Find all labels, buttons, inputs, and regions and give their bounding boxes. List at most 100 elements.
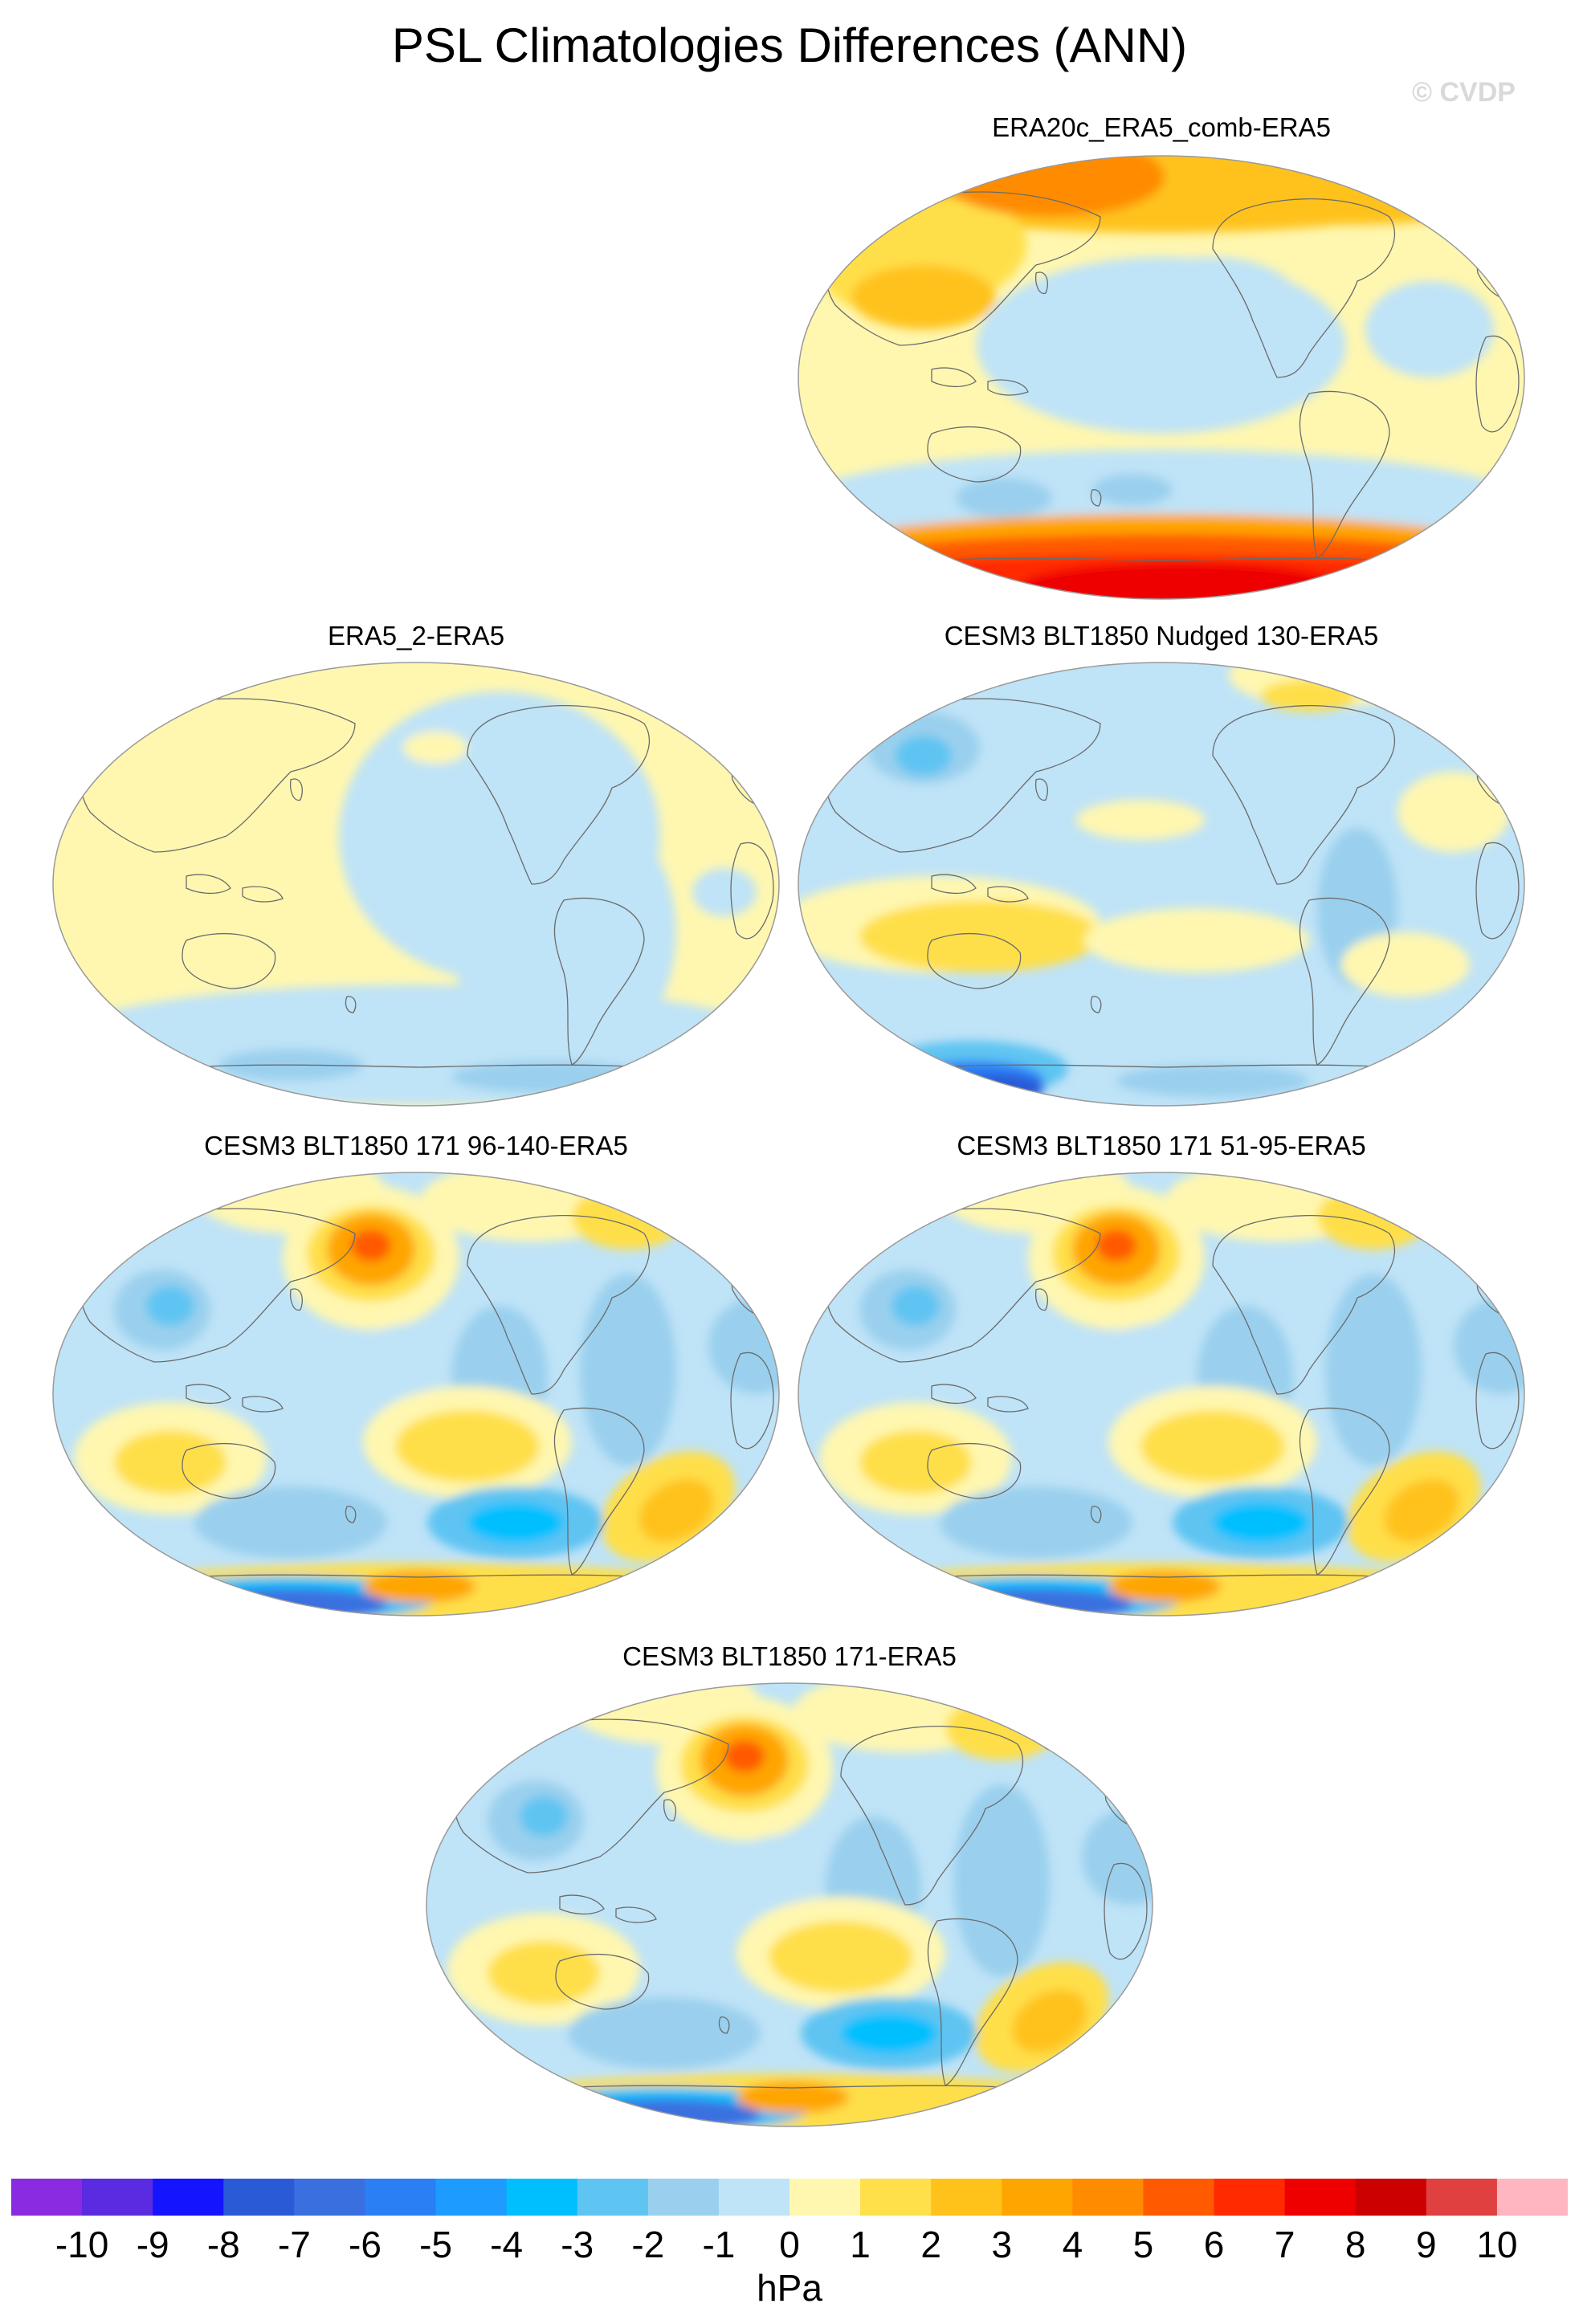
colorbar-tick-label: 1 (850, 2224, 871, 2265)
field-region (1084, 908, 1309, 972)
panel-title: ERA20c_ERA5_comb-ERA5 (992, 112, 1331, 142)
field-region (1317, 1185, 1430, 1250)
coastline (987, 379, 1029, 396)
field-region (351, 1229, 391, 1262)
map-run-171 (426, 1682, 1153, 2127)
coastline (927, 1918, 1018, 2086)
coastline (1475, 842, 1520, 940)
field-region (403, 732, 467, 764)
field-region (892, 1286, 940, 1326)
map-run-51-95 (798, 1172, 1525, 1617)
coastline (182, 933, 276, 989)
field-region (580, 1274, 676, 1466)
field-region (1012, 1989, 1087, 2053)
colorbar-swatch (718, 2179, 790, 2216)
field-region (896, 736, 952, 776)
field-region (945, 1696, 1058, 1760)
field-region (572, 1185, 684, 1250)
coastline (1090, 996, 1102, 1013)
colorbar-swatch (1284, 2179, 1357, 2216)
field-region (1076, 800, 1205, 840)
colorbar-swatch (1002, 2179, 1073, 2216)
watermark: © CVDP (1412, 77, 1516, 108)
map-border (798, 155, 1525, 600)
colorbar-tick-label: 9 (1416, 2224, 1437, 2265)
field-region (859, 900, 1100, 972)
field-region (859, 1430, 972, 1494)
coastline (242, 1396, 284, 1413)
field-region (1050, 1768, 1114, 1816)
colorbar-swatch (1072, 2179, 1144, 2216)
colorbar-tick-label: 2 (920, 2224, 941, 2265)
coastline (927, 933, 1022, 989)
map-panel-nudged: CESM3 BLT1850 Nudged 130-ERA5 (795, 621, 1528, 1111)
colorbar-tick-label: -8 (206, 2224, 240, 2265)
field-region (488, 1941, 600, 2005)
field-region (676, 1258, 741, 1306)
coastline (663, 1799, 676, 1822)
field-region (1325, 1274, 1422, 1466)
map-run-96-140 (52, 1172, 780, 1617)
colorbar-swatch (647, 2179, 720, 2216)
field-region (1365, 281, 1494, 377)
coastline (931, 367, 977, 388)
panel-title: CESM3 BLT1850 171 96-140-ERA5 (204, 1131, 628, 1160)
field-region (520, 1796, 568, 1837)
field-region (1454, 1298, 1524, 1394)
colorbar-tick-label: -10 (55, 2224, 109, 2265)
field-region (1397, 772, 1510, 852)
coastline (718, 2016, 730, 2034)
colorbar-swatch (1214, 2179, 1286, 2216)
coastline (987, 886, 1029, 903)
coastline (289, 1288, 303, 1311)
field-region (639, 1478, 714, 1543)
colorbar-tick-label: -6 (349, 2224, 381, 2265)
coastline (553, 1407, 645, 1576)
coastline (1299, 390, 1390, 559)
map-field (798, 1172, 1524, 1616)
colorbar-tick-label: -7 (277, 2224, 311, 2265)
panel-title: CESM3 BLT1850 171-ERA5 (622, 1641, 957, 1671)
coastline (289, 778, 303, 801)
colorbar-swatch (294, 2179, 365, 2216)
colorbar-swatch (153, 2179, 224, 2216)
coastline (345, 996, 357, 1013)
coastline (931, 1384, 977, 1405)
panel-title: ERA5_2-ERA5 (327, 621, 505, 650)
coastline (1299, 897, 1390, 1066)
map-field (53, 1172, 779, 1616)
panel-title: CESM3 BLT1850 171 51-95-ERA5 (957, 1131, 1366, 1160)
colorbar-tick-labels: -10 -9 -8 -7 -6 -5 -4 -3 -2 -1 0 1 2 3 4 5 6 7 8 9 10 (11, 2223, 1568, 2271)
coastline (987, 1396, 1029, 1413)
field-region (1333, 566, 1510, 599)
map-border (52, 662, 780, 1107)
coastline (467, 705, 650, 885)
field-region (363, 1571, 475, 1603)
colorbar-swatch (82, 2179, 153, 2216)
colorbar-swatch (577, 2179, 649, 2216)
field-region (1092, 474, 1173, 506)
map-nudged (798, 662, 1525, 1107)
colorbar-swatch (223, 2179, 295, 2216)
coastline (1475, 1352, 1520, 1449)
coastline (615, 1906, 657, 1923)
coastline (182, 1443, 276, 1499)
map-field (53, 663, 779, 1106)
colorbar-tick-label: -4 (490, 2224, 524, 2265)
field-region (53, 985, 779, 1105)
colorbar-tick-label: -5 (419, 2224, 452, 2265)
colorbar (11, 2179, 1568, 2216)
field-region (1213, 1502, 1309, 1543)
coastline (1090, 1506, 1102, 1523)
colorbar-swatch (931, 2179, 1002, 2216)
field-region (708, 1298, 779, 1394)
colorbar-tick-label: 5 (1132, 2224, 1154, 2265)
field-region (114, 1430, 226, 1494)
colorbar-tick-label: 8 (1344, 2224, 1366, 2265)
coastline (553, 897, 645, 1066)
colorbar-tick-label: 7 (1274, 2224, 1295, 2265)
colorbar-swatch (506, 2179, 578, 2216)
field-region (1116, 1065, 1309, 1097)
colorbar-swatch (1426, 2179, 1498, 2216)
field-region (841, 2013, 937, 2053)
